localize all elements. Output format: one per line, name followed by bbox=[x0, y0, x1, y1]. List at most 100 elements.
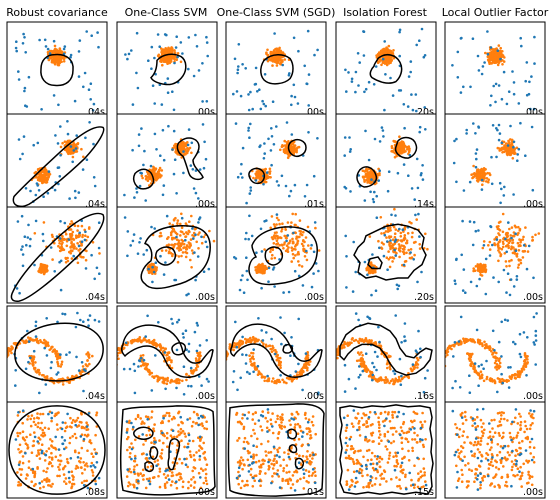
inlier-point bbox=[3, 359, 6, 362]
inlier-point bbox=[32, 417, 36, 420]
inlier-point bbox=[125, 475, 129, 478]
inlier-point bbox=[299, 477, 302, 481]
inlier-point bbox=[64, 261, 68, 264]
inlier-point bbox=[290, 221, 293, 224]
outlier-point bbox=[130, 421, 133, 425]
outlier-point bbox=[97, 320, 101, 323]
inlier-point bbox=[392, 49, 395, 52]
fit-time-label: .04s bbox=[85, 199, 105, 210]
inlier-point bbox=[199, 486, 203, 490]
inlier-point bbox=[296, 422, 300, 426]
outlier-point bbox=[277, 184, 281, 187]
outlier-point bbox=[56, 142, 60, 145]
fit-time-label: .00s bbox=[304, 292, 324, 303]
outlier-point bbox=[57, 166, 61, 169]
inlier-point bbox=[88, 362, 91, 366]
inlier-point bbox=[264, 343, 268, 347]
outlier-point bbox=[17, 138, 21, 141]
inlier-point bbox=[44, 265, 47, 268]
inlier-point bbox=[82, 461, 85, 464]
inlier-point bbox=[270, 462, 274, 466]
outlier-point bbox=[179, 415, 182, 419]
inlier-point bbox=[170, 230, 174, 233]
inlier-point bbox=[277, 218, 280, 222]
outlier-point bbox=[88, 314, 92, 317]
inlier-point bbox=[76, 242, 79, 245]
outlier-point bbox=[130, 457, 133, 461]
inlier-point bbox=[266, 48, 269, 52]
inlier-point bbox=[279, 148, 282, 152]
inlier-point bbox=[180, 238, 183, 242]
inlier-point bbox=[159, 231, 162, 235]
inlier-point bbox=[69, 228, 72, 231]
panel-4-2: .00s bbox=[116, 305, 218, 403]
inlier-point bbox=[175, 462, 179, 465]
inlier-point bbox=[275, 350, 278, 354]
outlier-point bbox=[93, 277, 96, 281]
outlier-point bbox=[173, 61, 176, 65]
inlier-point bbox=[237, 482, 240, 486]
inlier-point bbox=[59, 459, 62, 463]
outlier-point bbox=[306, 420, 310, 424]
outlier-point bbox=[234, 320, 237, 324]
outlier-point bbox=[76, 456, 80, 459]
inlier-point bbox=[279, 464, 282, 467]
outlier-point bbox=[34, 335, 38, 338]
inlier-point bbox=[287, 242, 290, 245]
fit-time-label: .00s bbox=[195, 107, 215, 118]
inlier-point bbox=[255, 437, 259, 441]
inlier-point bbox=[291, 151, 294, 154]
inlier-point bbox=[277, 361, 281, 365]
inlier-point bbox=[39, 426, 42, 430]
outlier-point bbox=[241, 63, 244, 66]
inlier-point bbox=[36, 412, 39, 415]
outlier-point bbox=[89, 98, 92, 101]
outlier-point bbox=[293, 95, 297, 99]
decision-boundary bbox=[13, 127, 103, 206]
outlier-point bbox=[236, 68, 240, 71]
outlier-point bbox=[418, 39, 421, 42]
inlier-point bbox=[245, 338, 248, 342]
inlier-point bbox=[271, 475, 274, 478]
column-title-local-outlier-factor: Local Outlier Factor bbox=[442, 6, 549, 19]
outlier-point bbox=[250, 234, 254, 238]
inlier-point bbox=[279, 418, 282, 421]
inlier-point bbox=[241, 479, 244, 483]
outlier-point bbox=[72, 254, 75, 258]
outlier-point bbox=[171, 148, 174, 151]
inlier-point bbox=[264, 177, 268, 180]
inlier-point bbox=[167, 419, 171, 423]
inlier-point bbox=[72, 418, 75, 422]
outlier-point bbox=[140, 172, 143, 175]
outlier-point bbox=[284, 184, 288, 188]
outlier-point bbox=[40, 449, 44, 453]
inlier-point bbox=[269, 418, 273, 422]
outlier-point bbox=[154, 354, 157, 357]
outlier-point bbox=[42, 195, 45, 198]
inlier-point bbox=[203, 450, 207, 454]
outlier-point bbox=[262, 182, 265, 186]
inlier-point bbox=[83, 479, 86, 483]
outlier-point bbox=[87, 412, 91, 415]
inlier-point bbox=[294, 469, 298, 473]
inlier-point bbox=[85, 434, 89, 438]
outlier-point bbox=[151, 84, 155, 87]
inlier-point bbox=[272, 459, 275, 463]
inlier-point bbox=[154, 172, 158, 176]
outlier-point bbox=[290, 133, 294, 136]
inlier-point bbox=[198, 231, 201, 234]
outlier-point bbox=[65, 353, 68, 357]
inlier-point bbox=[57, 50, 61, 53]
outlier-point bbox=[182, 393, 186, 396]
inlier-point bbox=[152, 427, 155, 431]
inlier-point bbox=[24, 442, 28, 446]
inlier-point bbox=[171, 480, 174, 483]
inlier-point bbox=[267, 468, 271, 471]
inlier-point bbox=[173, 435, 176, 439]
inlier-point bbox=[241, 458, 245, 462]
inlier-point bbox=[260, 269, 264, 272]
outlier-point bbox=[66, 120, 69, 123]
outlier-point bbox=[297, 49, 300, 53]
inlier-point bbox=[93, 448, 96, 451]
inlier-point bbox=[33, 232, 37, 235]
